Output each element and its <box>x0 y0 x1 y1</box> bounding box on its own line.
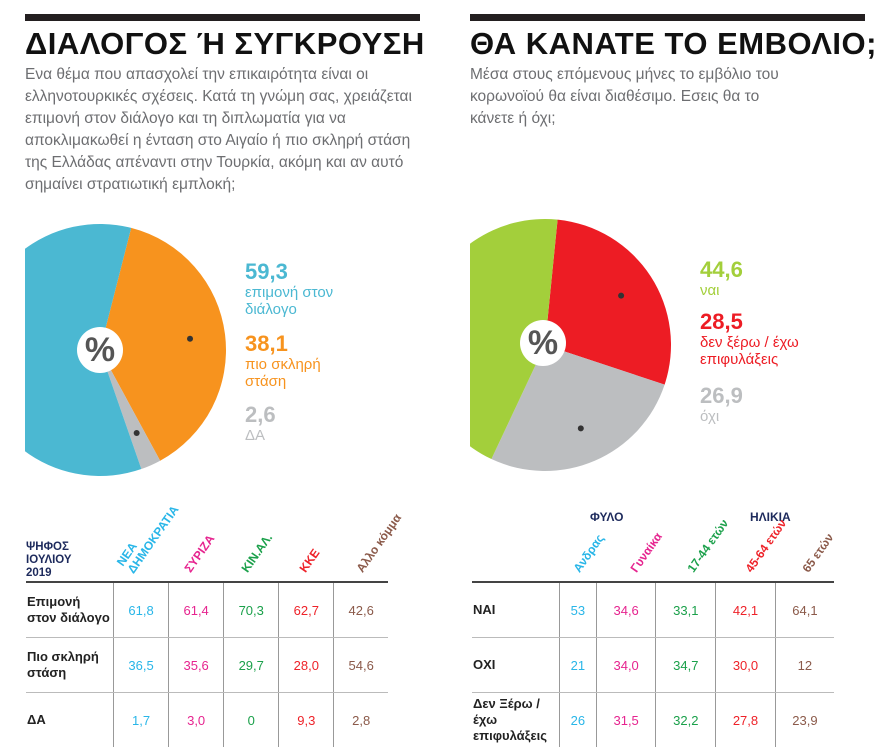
row-label: ΝΑΙ <box>472 583 560 638</box>
table-cell: 54,6 <box>333 637 388 693</box>
column-header: Ανδρας <box>570 531 607 575</box>
slice-value: 2,6 <box>245 402 276 427</box>
pie-slice <box>545 219 671 385</box>
column-header: Αλλο κόμμα <box>353 511 405 575</box>
table-cell: 3,0 <box>168 692 224 747</box>
slice-value: 28,5 <box>700 309 743 334</box>
table-row: ΝΑΙ 53 34,6 33,1 42,1 64,1 <box>472 583 834 638</box>
pie-slice <box>100 227 227 461</box>
right-label-1: 28,5 δεν ξέρω / έχω επιφυλάξεις <box>700 309 800 369</box>
table-cell: 32,2 <box>655 692 716 747</box>
right-table-rule <box>472 581 834 583</box>
slice-label: δεν ξέρω / έχω επιφυλάξεις <box>700 334 799 368</box>
right-question: Μέσα στους επόμενους μήνες το εμβόλιο το… <box>470 66 779 127</box>
left-table-caption: ΨΗΦΟΣ ΙΟΥΛΙΟΥ 2019 <box>26 541 72 579</box>
left-percent-badge: % <box>77 327 123 373</box>
table-cell: 1,7 <box>112 692 169 747</box>
table-row: Δεν Ξέρω / έχω επιφυλάξεις 26 31,5 32,2 27,8… <box>472 692 834 747</box>
row-label: Επιμονή στον διάλογο <box>26 583 114 638</box>
pie-slice <box>100 350 161 470</box>
column-header: 17-44 ετών <box>684 516 732 575</box>
table-cell: 61,4 <box>168 583 224 638</box>
table-cell: 12 <box>774 637 834 693</box>
slice-marker-dot <box>187 335 194 342</box>
row-label: Δεν Ξέρω / έχω επιφυλάξεις <box>473 696 547 743</box>
slice-marker-dot <box>618 292 625 299</box>
slice-label: όχι <box>700 408 720 425</box>
column-header: 65 ετών <box>799 530 837 575</box>
left-question: Ενα θέμα που απασχολεί την επικαιρότητα … <box>25 66 412 193</box>
table-cell: 21 <box>559 637 597 693</box>
right-label-0: 44,6 ναι <box>700 257 743 300</box>
table-cell: 29,7 <box>223 637 279 693</box>
right-title-bar <box>470 14 865 21</box>
right-crosstab: ΝΑΙ 53 34,6 33,1 42,1 64,1 ΟΧΙ 21 34,0 34,7 30,0 12… <box>472 583 834 747</box>
table-cell: 30,0 <box>715 637 776 693</box>
right-pie-chart <box>470 219 671 471</box>
right-title: ΘΑ ΚΑΝΑΤΕ ΤΟ ΕΜΒΟΛΙΟ; <box>470 26 877 61</box>
table-cell: 53 <box>559 583 597 638</box>
left-label-0: 59,3 επιμονή στον διάλογο <box>245 259 355 319</box>
table-cell: 64,1 <box>774 583 834 638</box>
table-row: ΔΑ 1,7 3,0 0 9,3 2,8 <box>26 692 388 747</box>
table-cell: 23,9 <box>774 692 834 747</box>
left-crosstab: Επιμονή στον διάλογο 61,8 61,4 70,3 62,7 42,6… <box>26 583 388 747</box>
table-cell: 34,6 <box>595 583 656 638</box>
table-row: Επιμονή στον διάλογο 61,8 61,4 70,3 62,7 42,6 <box>26 583 388 638</box>
row-label: Πιο σκληρή στάση <box>26 637 114 693</box>
row-label: ΟΧΙ <box>472 637 560 693</box>
slice-value: 26,9 <box>700 383 743 408</box>
table-row: Πιο σκληρή στάση 36,5 35,6 29,7 28,0 54,6 <box>26 637 388 693</box>
left-table-rule <box>26 581 388 583</box>
slice-label: επιμονή στον διάλογο <box>245 284 334 318</box>
slice-marker-dot <box>577 425 584 432</box>
column-header: ΚΚΕ <box>296 546 323 575</box>
column-header: ΚΙΝ.ΑΛ. <box>238 530 276 575</box>
slice-label: πιο σκληρή στάση <box>245 356 321 390</box>
slice-marker-dot <box>133 429 140 436</box>
table-cell: 70,3 <box>223 583 279 638</box>
left-title-bar <box>25 14 420 21</box>
table-cell: 62,7 <box>278 583 334 638</box>
table-cell: 34,7 <box>655 637 716 693</box>
table-cell: 36,5 <box>112 637 169 693</box>
right-pie-clip <box>470 200 730 500</box>
slice-value: 59,3 <box>245 259 288 284</box>
table-cell: 61,8 <box>112 583 169 638</box>
column-header: ΝΕΑ ΔΗΜΟΚΡΑΤΙΑ <box>113 502 182 576</box>
slice-value: 44,6 <box>700 257 743 282</box>
table-cell: 27,8 <box>715 692 776 747</box>
table-cell: 0 <box>223 692 279 747</box>
table-cell: 35,6 <box>168 637 224 693</box>
table-cell: 33,1 <box>655 583 716 638</box>
right-percent-badge: % <box>520 320 566 366</box>
slice-value: 38,1 <box>245 331 288 356</box>
pie-slice <box>470 219 558 460</box>
row-label: ΔΑ <box>27 712 46 727</box>
table-cell: 9,3 <box>278 692 334 747</box>
column-header: ΣΥΡΙΖΑ <box>181 532 218 575</box>
table-cell: 31,5 <box>595 692 656 747</box>
slice-label: ναι <box>700 282 720 299</box>
table-row: ΟΧΙ 21 34,0 34,7 30,0 12 <box>472 637 834 693</box>
column-header: 45-64 ετών <box>742 516 790 575</box>
pie-slice <box>491 345 665 471</box>
table-cell: 28,0 <box>278 637 334 693</box>
left-label-2: 2,6 ΔΑ <box>245 402 276 445</box>
slice-label: ΔΑ <box>245 427 266 444</box>
table-cell: 2,8 <box>333 692 388 747</box>
table-cell: 42,6 <box>333 583 388 638</box>
table-cell: 34,0 <box>595 637 656 693</box>
group-age: ΗΛΙΚΙΑ <box>750 510 791 524</box>
left-title: ΔΙΑΛΟΓΟΣ Ή ΣΥΓΚΡΟΥΣΗ <box>25 26 425 61</box>
column-header: Γυναίκα <box>627 529 665 575</box>
group-sex: ΦΥΛΟ <box>590 510 624 524</box>
left-label-1: 38,1 πιο σκληρή στάση <box>245 331 335 391</box>
right-label-2: 26,9 όχι <box>700 383 743 426</box>
table-cell: 42,1 <box>715 583 776 638</box>
table-cell: 26 <box>559 692 597 747</box>
